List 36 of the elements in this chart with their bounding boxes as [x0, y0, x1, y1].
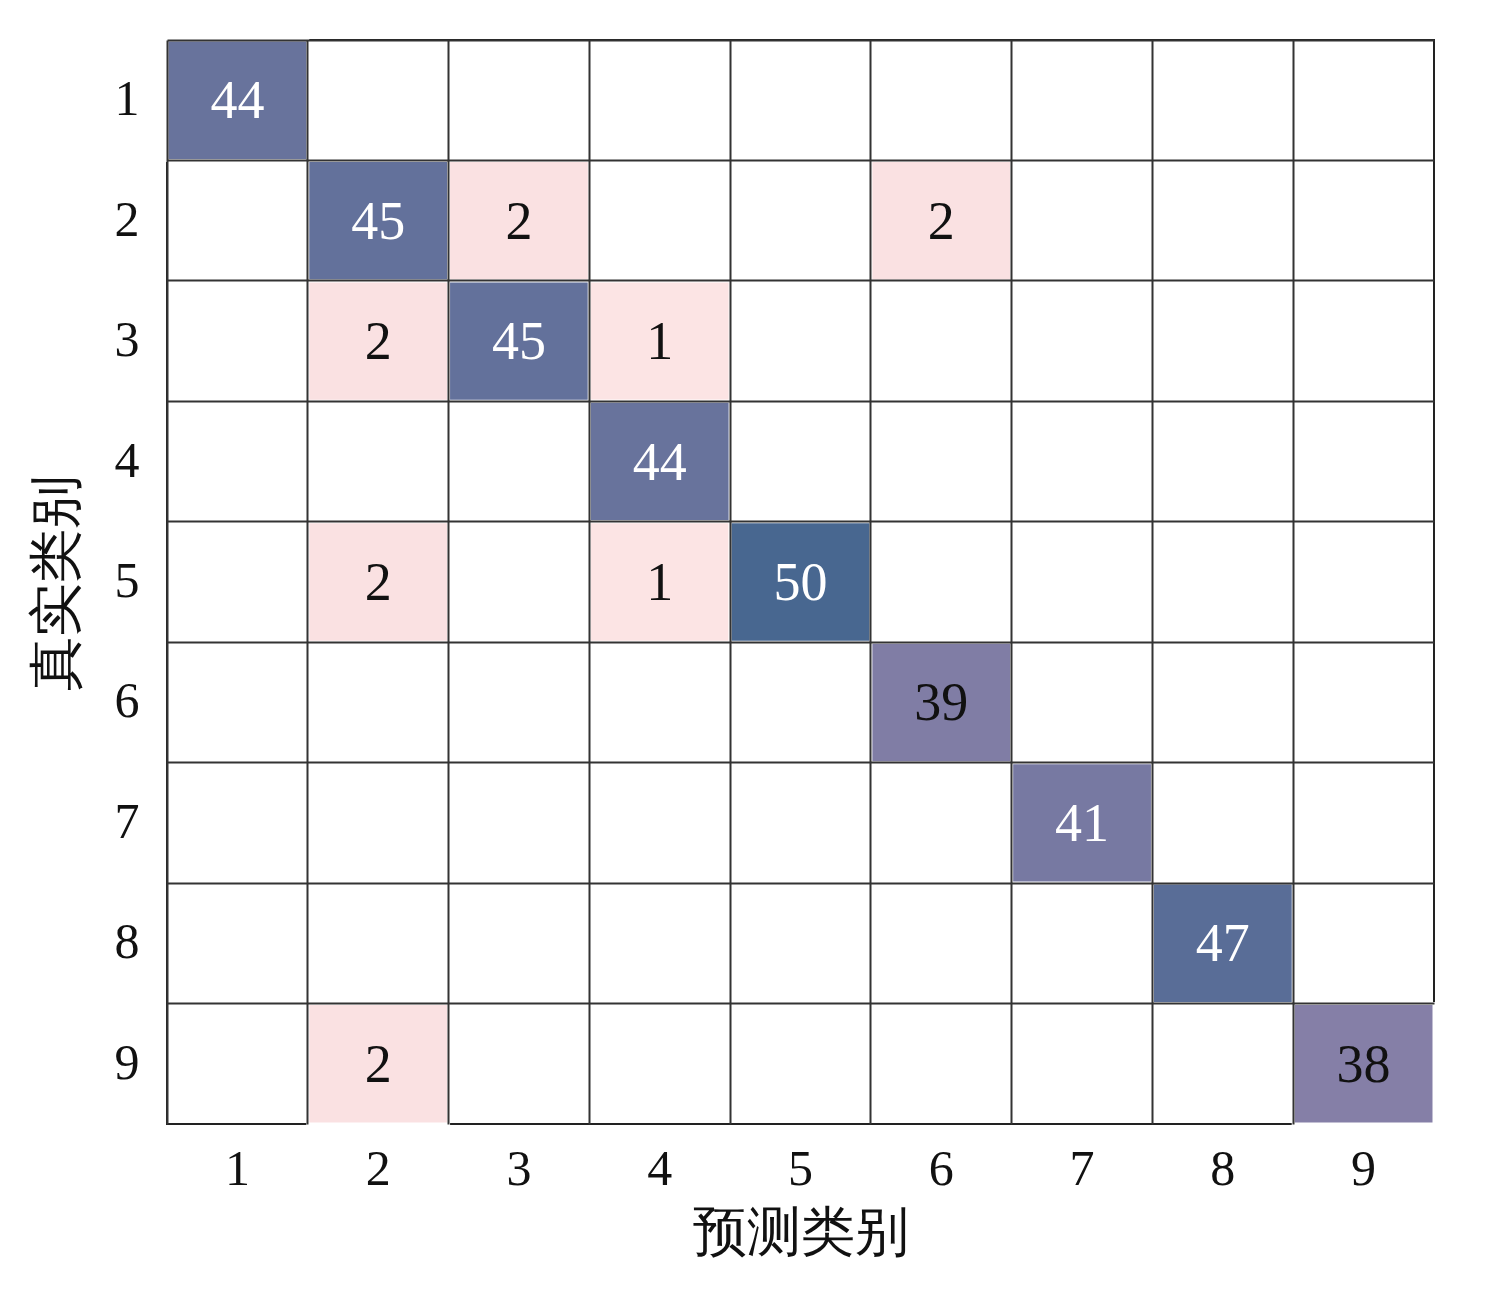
y-tick-label: 8: [114, 913, 140, 970]
data-label: 39: [914, 672, 969, 733]
y-tick-label: 5: [114, 552, 140, 608]
x-tick-label: 3: [506, 1139, 532, 1196]
data-label: 2: [505, 190, 533, 251]
data-label: 50: [773, 552, 828, 612]
data-label: 1: [646, 311, 674, 372]
x-tick-label: 1: [224, 1139, 250, 1196]
x-tick-label: 5: [788, 1139, 813, 1196]
data-label: 2: [364, 552, 392, 612]
data-label: 45: [491, 311, 546, 372]
y-tick-label: 7: [114, 792, 140, 849]
data-label: 2: [927, 190, 955, 251]
y-tick-label: 2: [114, 190, 140, 247]
x-tick-label: 8: [1210, 1139, 1236, 1196]
data-label: 38: [1336, 1033, 1391, 1094]
x-tick-label: 9: [1351, 1139, 1377, 1196]
x-tick-label: 7: [1069, 1139, 1095, 1196]
y-tick-label: 1: [114, 70, 140, 127]
data-label: 2: [364, 311, 392, 372]
data-label: 44: [632, 431, 687, 492]
y-axis-title: 真实类别: [25, 474, 86, 691]
y-tick-label: 9: [114, 1033, 140, 1090]
data-label: 44: [210, 70, 265, 131]
x-tick-label: 6: [928, 1139, 954, 1196]
y-tick-label: 6: [114, 672, 140, 729]
data-label: 41: [1055, 792, 1110, 853]
y-tick-label: 3: [114, 311, 140, 368]
x-tick-label: 4: [647, 1139, 673, 1196]
data-label: 1: [646, 552, 674, 612]
x-axis-title: 预测类别: [693, 1201, 909, 1262]
data-label: 2: [364, 1033, 392, 1094]
data-label: 45: [351, 190, 406, 251]
x-tick-label: 2: [365, 1139, 391, 1196]
y-tick-label: 4: [114, 431, 140, 488]
data-label: 47: [1195, 913, 1250, 974]
